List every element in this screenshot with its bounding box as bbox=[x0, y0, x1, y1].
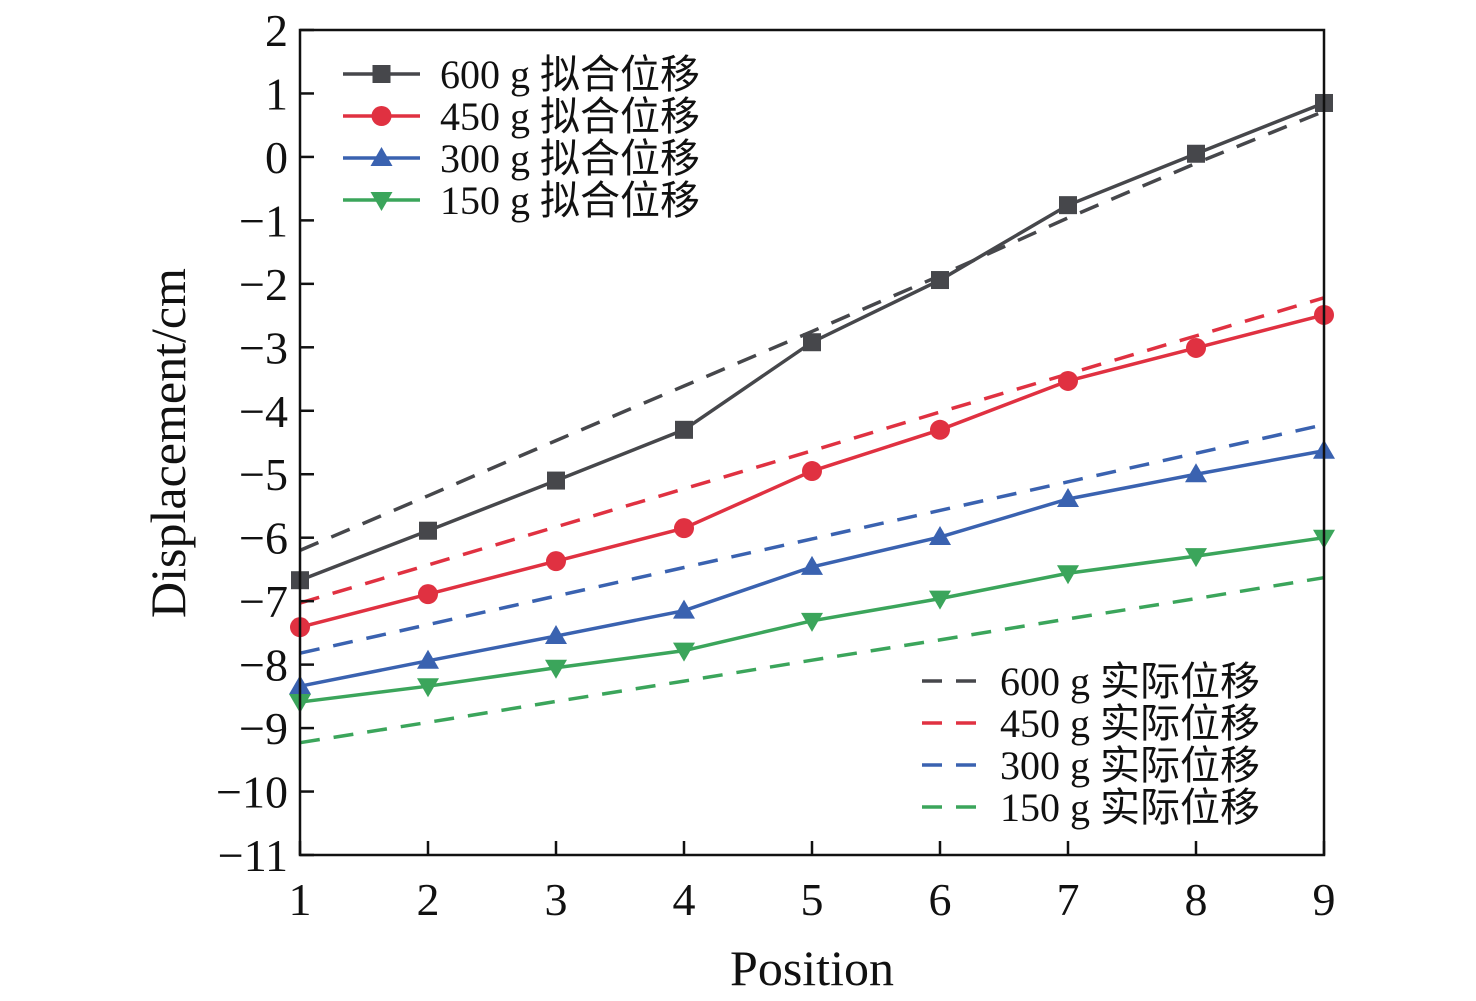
x-tick-label: 3 bbox=[545, 874, 568, 925]
x-tick-label: 5 bbox=[801, 874, 824, 925]
data-point bbox=[803, 333, 821, 352]
y-tick-label: −3 bbox=[239, 322, 288, 373]
y-axis-label: Displacement/cm bbox=[140, 268, 196, 618]
data-point bbox=[546, 551, 566, 572]
y-tick-label: 2 bbox=[265, 5, 288, 56]
data-point bbox=[1185, 548, 1207, 568]
legend-label: 150 g 拟合位移 bbox=[440, 178, 700, 223]
x-tick-label: 6 bbox=[929, 874, 952, 925]
data-point bbox=[1059, 196, 1077, 215]
legend-label: 150 g 实际位移 bbox=[1000, 785, 1260, 830]
y-tick-label: −6 bbox=[239, 513, 288, 564]
legend-label: 450 g 实际位移 bbox=[1000, 701, 1260, 746]
x-tick-label: 7 bbox=[1057, 874, 1080, 925]
data-point bbox=[417, 649, 439, 669]
legend-marker bbox=[370, 147, 393, 166]
data-point bbox=[929, 590, 951, 610]
y-tick-label: −7 bbox=[239, 576, 288, 627]
data-point bbox=[417, 678, 439, 698]
data-point bbox=[929, 526, 951, 546]
y-axis: 2 1 0 −1 −2 −3 −4 −5 −6 −7 −8 −9 −10 −11 bbox=[216, 5, 314, 881]
x-tick-label: 4 bbox=[673, 874, 696, 925]
data-point bbox=[1187, 144, 1205, 163]
y-tick-label: −8 bbox=[239, 640, 288, 691]
x-tick-label: 9 bbox=[1313, 874, 1336, 925]
legend-label: 300 g 拟合位移 bbox=[440, 136, 700, 181]
data-point bbox=[675, 420, 693, 439]
data-point bbox=[801, 612, 823, 632]
data-point bbox=[674, 518, 694, 539]
data-point bbox=[418, 584, 438, 605]
legend-marker bbox=[371, 106, 392, 126]
data-point bbox=[930, 419, 950, 440]
plot-area bbox=[289, 93, 1335, 745]
data-point bbox=[931, 271, 949, 290]
y-tick-label: −2 bbox=[239, 259, 288, 310]
x-tick-label: 8 bbox=[1185, 874, 1208, 925]
series-line-5 bbox=[299, 296, 1325, 605]
y-tick-label: −1 bbox=[239, 195, 288, 246]
data-point bbox=[1057, 565, 1079, 585]
legend-label: 300 g 实际位移 bbox=[1000, 743, 1260, 788]
series-line-4 bbox=[299, 109, 1325, 552]
series-line-7 bbox=[299, 575, 1325, 745]
data-point bbox=[801, 555, 823, 575]
x-axis-label: Position bbox=[730, 940, 894, 996]
y-tick-label: −9 bbox=[239, 703, 288, 754]
x-tick-label: 2 bbox=[417, 874, 440, 925]
legend-marker bbox=[370, 192, 393, 211]
data-point bbox=[545, 625, 567, 645]
data-point bbox=[547, 471, 565, 490]
data-point bbox=[673, 642, 695, 662]
data-point bbox=[545, 659, 567, 679]
x-axis: 1 2 3 4 5 6 7 8 9 bbox=[289, 841, 1336, 925]
data-point bbox=[802, 461, 822, 482]
legend-label: 600 g 实际位移 bbox=[1000, 659, 1260, 704]
series-line-6 bbox=[299, 423, 1325, 655]
y-tick-label: 0 bbox=[265, 132, 288, 183]
x-tick-label: 1 bbox=[289, 874, 312, 925]
data-point bbox=[419, 521, 437, 540]
y-tick-label: −5 bbox=[239, 449, 288, 500]
y-tick-label: −4 bbox=[239, 386, 288, 437]
legend-label: 450 g 拟合位移 bbox=[440, 94, 700, 139]
legend-label: 600 g 拟合位移 bbox=[440, 52, 700, 97]
data-point bbox=[1186, 337, 1206, 358]
y-tick-label: −10 bbox=[216, 767, 288, 818]
legend-marker bbox=[372, 65, 391, 83]
y-tick-label: 1 bbox=[265, 68, 288, 119]
data-point bbox=[673, 599, 695, 619]
data-point bbox=[1057, 487, 1079, 507]
data-point bbox=[1185, 463, 1207, 483]
y-tick-label: −11 bbox=[218, 830, 288, 881]
